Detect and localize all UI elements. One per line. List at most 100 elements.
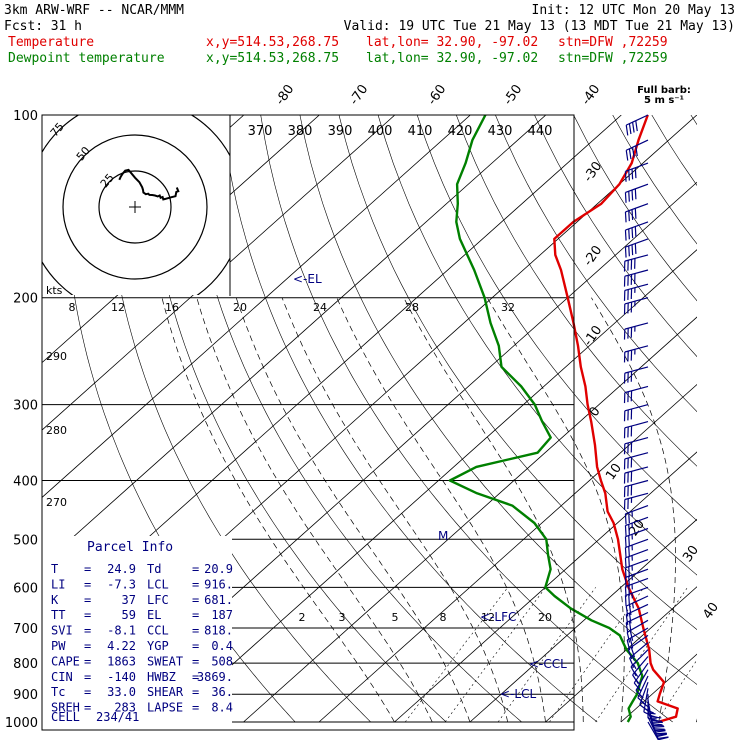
- wind-barb-full: [631, 147, 635, 158]
- wind-barb-half: [631, 603, 634, 609]
- wind-barb-full: [628, 566, 630, 578]
- barb-legend-unit: 5 m s⁻¹: [644, 95, 684, 106]
- wind-barb-full: [634, 167, 637, 179]
- wind-barb: [625, 139, 649, 161]
- pressure-label-300: 300: [13, 399, 38, 414]
- parcel-key-CCL: CCL: [147, 624, 169, 638]
- parcel-key-LI: LI: [51, 577, 65, 591]
- moist-adiabat-35: [734, 298, 740, 722]
- wind-barb-full: [630, 259, 633, 270]
- parcel-eq: =: [84, 654, 91, 668]
- wind-barb-full: [627, 409, 629, 421]
- dry-adiabat-410: [690, 115, 697, 126]
- wind-barb-staff: [624, 466, 649, 474]
- dry-adiabat-360: [495, 115, 697, 413]
- wind-barb-full: [627, 275, 629, 286]
- parcel-key-CIN: CIN: [51, 670, 73, 684]
- fcst-label: Fcst:: [4, 19, 43, 34]
- wind-barb-full: [628, 191, 630, 202]
- wind-barb: [623, 404, 649, 422]
- parcel-value-HWBZ: 3869.: [197, 670, 233, 684]
- wind-barb-full: [625, 125, 629, 136]
- wind-barb: [623, 437, 649, 455]
- parcel-key-Td: Td: [147, 562, 161, 576]
- parcel-value-CIN: -140: [107, 670, 136, 684]
- parcel-eq: =: [84, 670, 91, 684]
- wind-barb-full: [631, 122, 635, 133]
- parcel-key-Tc: Tc: [51, 685, 65, 699]
- parcel-key-SREH: SREH: [51, 701, 80, 715]
- wind-barb-staff: [625, 527, 649, 538]
- moist-adiabat-20: [486, 297, 625, 723]
- pressure-label-700: 700: [13, 622, 38, 637]
- wind-barb-half: [631, 555, 633, 561]
- dewpoint-legend: Dewpoint temperature: [8, 51, 165, 66]
- wind-barb-half: [634, 301, 636, 307]
- wind-barb-full: [623, 410, 626, 422]
- wind-barb: [623, 492, 649, 510]
- wind-barb: [623, 283, 649, 301]
- hodograph-ring: [62, 134, 208, 280]
- wind-barb-staff: [625, 183, 649, 193]
- wind-barb-full: [635, 690, 644, 699]
- wind-barb-full: [628, 546, 630, 557]
- wind-barb-staff: [624, 297, 649, 305]
- wind-barb-full: [624, 547, 627, 558]
- wind-barb-staff: [625, 114, 649, 126]
- dry-adiabat-270: [143, 115, 447, 723]
- theta-label-370: 370: [248, 124, 273, 139]
- isotherm--100: [42, 115, 396, 431]
- wind-barb-half: [631, 545, 633, 551]
- pressure-label-1000: 1000: [5, 716, 38, 731]
- moist-adiabat-15: [403, 297, 584, 723]
- theta-label-410: 410: [408, 124, 433, 139]
- wind-barb-half: [651, 718, 657, 720]
- wind-barb-half: [634, 287, 636, 293]
- wind-barb-full: [623, 392, 626, 404]
- wind-barb: [624, 538, 649, 558]
- dewpoint-profile: [448, 114, 644, 723]
- parcel-value-K: 37: [122, 593, 136, 607]
- wind-barb-full: [630, 327, 633, 338]
- wind-barb-full: [624, 557, 627, 569]
- parcel-eq: =: [84, 562, 91, 576]
- wind-barb-full: [623, 473, 626, 484]
- wind-barb: [624, 221, 649, 241]
- parcel-eq: =: [84, 685, 91, 699]
- wind-barb-full: [624, 577, 627, 588]
- wind-barb-staff: [625, 611, 649, 624]
- wind-barb-full: [634, 208, 637, 219]
- temperature-profile: [553, 114, 679, 724]
- plot-frame: [41, 114, 575, 731]
- wind-barb-half: [631, 655, 635, 661]
- wind-barb-staff: [624, 421, 649, 429]
- wind-barb-half: [630, 497, 633, 503]
- isotherm-30: [696, 721, 697, 723]
- axis-labels: 100 200 300 400 500 600 700 800 900 1000 -80 -70 -60…: [5, 82, 722, 731]
- wind-barb-full: [630, 390, 633, 402]
- wind-barb-full: [653, 724, 664, 727]
- wind-barb-full: [656, 732, 667, 735]
- parcel-eq: =: [192, 701, 199, 715]
- wind-barb-staff: [624, 437, 649, 445]
- dry-adiabat-330: [377, 115, 697, 576]
- isotherm-0: [469, 518, 697, 723]
- isotherm--80: [42, 115, 547, 566]
- wind-barb-full: [658, 736, 669, 740]
- theta-left-label-290: 290: [46, 350, 67, 363]
- wind-barb-staff: [629, 642, 649, 659]
- wind-barb-full: [631, 244, 634, 256]
- wind-barb: [625, 114, 649, 136]
- wind-barb: [627, 634, 649, 660]
- theta-left-label-280: 280: [46, 424, 67, 437]
- parcel-key-LAPSE: LAPSE: [147, 701, 183, 715]
- parcel-key-LFC: LFC: [147, 593, 169, 607]
- wind-barb-staff: [625, 139, 649, 151]
- wind-barb-full: [632, 674, 639, 684]
- parcel-eq: =: [192, 593, 199, 607]
- parcel-eq: =: [84, 608, 91, 622]
- dry-adiabat-300: [260, 115, 673, 723]
- moist-adiabat-30: [696, 718, 697, 723]
- isotherm-label-30: 30: [680, 543, 702, 565]
- wind-barb: [624, 162, 649, 182]
